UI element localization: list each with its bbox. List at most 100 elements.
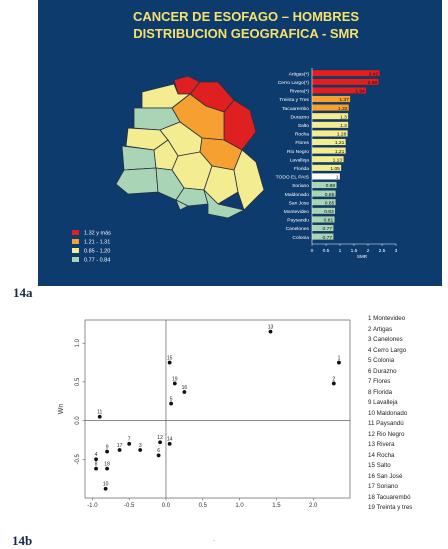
scatter-plot-frame <box>84 319 351 499</box>
bar-value-label: 0.83 <box>324 209 334 215</box>
scatter-point-label: 4 <box>95 452 98 458</box>
scatter-point-label: 12 <box>157 435 163 441</box>
bar-category-label: Treinta y Tres <box>279 97 309 103</box>
figure-14b-scatter: -1.0 -0.5 0.0 0.5 1.0 1.5 2.0-0.50.00.51.0Wn12… <box>58 319 351 509</box>
scatter-point-label: 9 <box>106 444 109 450</box>
map-dept-colonia <box>115 167 159 195</box>
scatter-legend-item: 4 Cerro Largo <box>368 346 407 354</box>
bar-value-label: 1.37 <box>339 97 349 103</box>
scatter-legend-item: 14 Rocha <box>368 451 395 459</box>
map-legend-label-2: 1.21 - 1.31 <box>84 240 110 246</box>
bar-category-label: Florida <box>294 166 309 172</box>
scatter-legend-item: 10 Maldonado <box>368 409 408 417</box>
bar-category-label: Rocha <box>295 132 309 138</box>
scatter-point <box>117 448 122 452</box>
bar-category-label: Flores <box>295 140 309 146</box>
bar-x-tick-label: 1 <box>339 248 342 254</box>
figure-14a-svg: CANCER DE ESOFAGO – HOMBRES DISTRIBUCION… <box>72 9 398 264</box>
scatter-y-tick-label: 1.0 <box>75 338 81 347</box>
scatter-point-label: 11 <box>97 410 102 416</box>
bar-value-label: 1.21 <box>335 140 345 146</box>
scatter-x-tick-label: -1.0 <box>87 503 98 509</box>
scatter-y-tick-label: 0.0 <box>75 416 81 425</box>
map-legend-swatch-1 <box>72 230 79 235</box>
bar-category-label: TODO EL PAIS <box>276 175 310 181</box>
scatter-point <box>105 449 109 454</box>
bar-category-label: Artigas(*) <box>289 71 310 77</box>
scatter-point-label: 3 <box>139 443 142 449</box>
figure-label-14a: 14a <box>13 285 33 300</box>
map-legend-label-1: 1.32 y más <box>84 231 111 237</box>
scatter-y-tick-label: 0.5 <box>75 377 81 386</box>
scatter-legend-item: 17 Soriano <box>368 483 398 490</box>
bar-value-label: 1.28 <box>337 132 347 138</box>
bar-category-label: Rio Negro <box>287 149 309 155</box>
bar-category-label: Maldonado <box>285 192 309 198</box>
bar-x-tick-label: 0 <box>311 248 314 254</box>
map-dept-rocha <box>233 149 265 211</box>
scatter-point-label: 13 <box>268 324 274 330</box>
scatter-legend-item: 7 Flores <box>368 378 391 385</box>
bar-x-tick-label: 3 <box>395 248 398 254</box>
bar-category-label: Paysandu <box>287 218 309 224</box>
uruguay-map <box>115 75 265 219</box>
scatter-point <box>103 486 108 491</box>
map-legend-swatch-4 <box>72 257 79 262</box>
map-dept-montevideo <box>175 199 189 211</box>
bar-value-label: 2.42 <box>369 71 379 77</box>
map-legend: 1.32 y más 1.21 - 1.31 0.85 - 1.20 0.77 … <box>72 230 111 264</box>
scatter-point-label: 10 <box>103 482 109 488</box>
map-dept-maldonado <box>203 188 246 219</box>
scatter-legend: 1 Montevideo 2 Artigas 3 Canelones 4 Cerro … <box>368 314 446 514</box>
scatter-x-tick-label: 1.5 <box>272 503 281 509</box>
chart-title-line1: CANCER DE ESOFAGO – HOMBRES <box>133 9 359 24</box>
bar-category-label: Tacuarembo <box>282 106 309 112</box>
scatter-point-label: 5 <box>170 396 173 402</box>
map-legend-swatch-2 <box>72 239 79 244</box>
bar-category-label: Rivera(*) <box>290 89 310 95</box>
bar-value-label: 1 <box>336 175 339 181</box>
bar-value-label: 0.77 <box>323 226 333 232</box>
scatter-x-tick-label: 0.5 <box>199 503 208 509</box>
scatter-legend-item: 6 Durazno <box>368 367 397 375</box>
scatter-point <box>158 440 162 445</box>
figure-14a-panel: CANCER DE ESOFAGO – HOMBRES DISTRIBUCION… <box>38 0 442 286</box>
bar-category-label: San Jose <box>289 200 310 206</box>
bar-value-label: 0.81 <box>324 218 334 224</box>
scatter-legend-item: 13 Rivera <box>368 441 395 448</box>
map-legend-label-4: 0.77 - 0.84 <box>84 258 110 264</box>
bar-x-axis-label: SMR <box>357 254 368 259</box>
scatter-point <box>167 441 172 446</box>
scatter-point-label: 19 <box>172 376 178 382</box>
scatter-point <box>331 381 336 386</box>
chart-title-line2: DISTRIBUCION GEOGRAFICA - SMR <box>133 26 359 41</box>
bar-value-label: 1.3 <box>340 114 347 120</box>
bar-value-label: 0.85 <box>325 200 335 206</box>
scatter-point-label: 8 <box>95 461 98 467</box>
bar-category-label: Lavalleja <box>290 157 310 163</box>
bar-category-label: Montevideo <box>284 209 310 215</box>
scatter-point <box>156 453 161 458</box>
footer-mark: · <box>213 538 215 544</box>
bar-category-label: Colonia <box>292 235 309 241</box>
bar-value-label: 0.85 <box>325 192 335 198</box>
scatter-legend-item: 12 Rio Negro <box>368 430 405 438</box>
map-legend-swatch-3 <box>72 248 79 253</box>
scatter-y-tick-label: -0.5 <box>75 453 81 464</box>
scatter-legend-item: 18 Tacuarembó <box>368 493 411 501</box>
scatter-legend-item: 1 Montevideo <box>368 315 406 322</box>
smr-bar-chart: Artigas(*) 2.42 Cerro Largo(*) 2.38 Rivera(*… <box>276 68 398 259</box>
bar-category-label: Salto <box>298 123 309 129</box>
scatter-legend-item: 16 San José <box>368 472 403 480</box>
scatter-point <box>337 360 341 365</box>
bar-category-label: Canelones <box>286 226 310 232</box>
scatter-point <box>138 448 143 452</box>
scatter-legend-item: 15 Salto <box>368 462 391 469</box>
bar-value-label: 1.05 <box>330 166 340 172</box>
scatter-point <box>94 457 98 462</box>
figure-14b-panel: -1.0 -0.5 0.0 0.5 1.0 1.5 2.0 -0.5 0.0 0.5 1.0 Wn 1 2… <box>35 312 445 532</box>
scatter-point <box>94 466 98 471</box>
bar-x-tick-label: 1.5 <box>351 248 358 254</box>
scatter-point-label: 1 <box>338 355 341 361</box>
scatter-x-tick-label: -0.5 <box>124 503 135 509</box>
